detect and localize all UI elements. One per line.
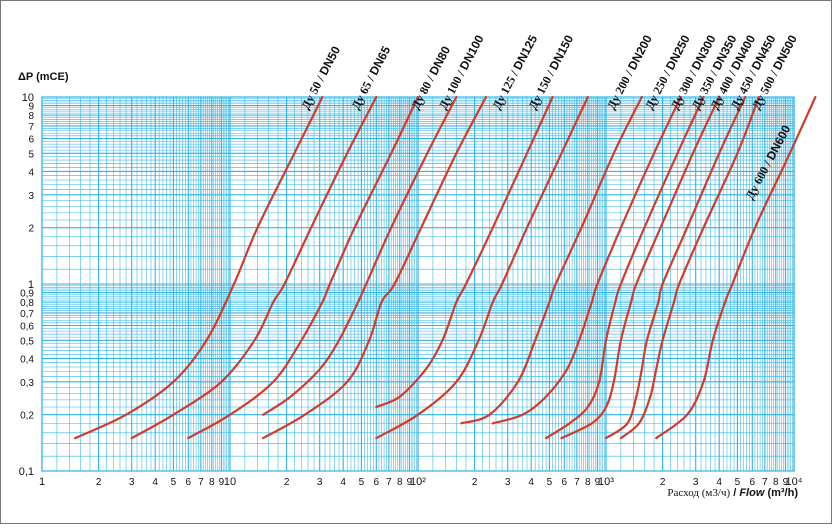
x-tick-label: 6 — [750, 477, 756, 488]
x-tick-label: 9 — [219, 477, 225, 488]
y-axis-title: ΔP (mCE) — [18, 71, 69, 83]
x-tick-label: 9 — [783, 477, 789, 488]
series-line — [262, 95, 458, 416]
series-line — [491, 95, 682, 425]
x-tick-label: 7 — [762, 477, 768, 488]
y-tick-label: 0,6 — [20, 322, 34, 333]
y-tick-label: 0,2 — [20, 411, 34, 422]
curve-layer — [74, 95, 817, 440]
x-tick-label: 4 — [716, 477, 722, 488]
x-tick-label: 8 — [397, 477, 403, 488]
x-tick-label: 4 — [152, 477, 158, 488]
y-tick-label: 1 — [28, 279, 34, 291]
series-line — [187, 95, 420, 440]
x-tick-label: 6 — [186, 477, 192, 488]
y-tick-label: 4 — [28, 167, 34, 178]
y-tick-label: 0,9 — [20, 289, 34, 300]
x-tick-label: 2 — [472, 477, 478, 488]
x-tick-label: 8 — [773, 477, 779, 488]
x-tick-label: 2 — [284, 477, 290, 488]
x-axis-title-ru: Расход (м3/ч) — [667, 487, 730, 499]
x-tick-label: 3 — [129, 477, 135, 488]
series-line — [74, 95, 324, 440]
y-tick-label: 10 — [22, 92, 34, 104]
series-line — [545, 95, 705, 440]
y-tick-label: 0,8 — [20, 298, 34, 309]
x-tick-label: 6 — [562, 477, 568, 488]
x-tick-label: 5 — [735, 477, 741, 488]
x-tick-label: 8 — [209, 477, 215, 488]
x-tick-label: 4 — [528, 477, 534, 488]
y-tick-label: 7 — [28, 122, 34, 133]
series-line — [560, 95, 721, 440]
y-tick-label: 0,7 — [20, 309, 34, 320]
x-tick-label: 10 — [224, 476, 236, 488]
x-tick-label: 3 — [693, 477, 699, 488]
x-tick-label: 1 — [39, 476, 45, 488]
series-line — [655, 95, 817, 440]
x-tick-label: 2 — [96, 477, 102, 488]
x-tick-label: 7 — [198, 477, 204, 488]
y-tick-label: 0,5 — [20, 336, 34, 347]
x-tick-label: 7 — [386, 477, 392, 488]
y-tick-label: 9 — [28, 102, 34, 113]
x-tick-label: 7 — [574, 477, 580, 488]
x-tick-label: 10³ — [598, 476, 614, 488]
y-tick-label: 8 — [28, 111, 34, 122]
x-tick-label: 6 — [374, 477, 380, 488]
x-tick-label: 10² — [410, 476, 426, 488]
x-tick-label: 10⁴ — [786, 476, 803, 488]
series-line — [375, 95, 589, 440]
series-line — [619, 95, 760, 440]
x-tick-label: 4 — [340, 477, 346, 488]
x-tick-label: 9 — [407, 477, 413, 488]
x-axis-title-unit: (m³/h) — [764, 487, 798, 499]
x-tick-label: 5 — [547, 477, 553, 488]
x-tick-label: 9 — [595, 477, 601, 488]
x-tick-label: 3 — [505, 477, 511, 488]
series-line — [604, 95, 747, 440]
y-tick-label: 3 — [28, 191, 34, 202]
x-tick-label: 2 — [660, 477, 666, 488]
x-tick-label: 5 — [359, 477, 365, 488]
y-tick-label: 0,1 — [19, 466, 34, 478]
y-tick-label: 5 — [28, 149, 34, 160]
x-tick-label: 3 — [317, 477, 323, 488]
series-line — [460, 95, 643, 425]
x-tick-label: 8 — [585, 477, 591, 488]
x-axis-title-en: Flow — [739, 487, 765, 499]
series-line — [130, 95, 378, 440]
x-axis-title-sep: / — [730, 487, 739, 499]
x-tick-label: 5 — [171, 477, 177, 488]
x-axis-title: Расход (м3/ч) / Flow (m³/h) — [667, 487, 798, 499]
series-line — [375, 95, 554, 409]
series-line — [262, 95, 488, 440]
y-tick-label: 0,3 — [20, 378, 34, 389]
y-tick-label: 0,4 — [20, 354, 34, 365]
y-tick-label: 6 — [28, 135, 34, 146]
y-tick-label: 2 — [28, 224, 34, 235]
